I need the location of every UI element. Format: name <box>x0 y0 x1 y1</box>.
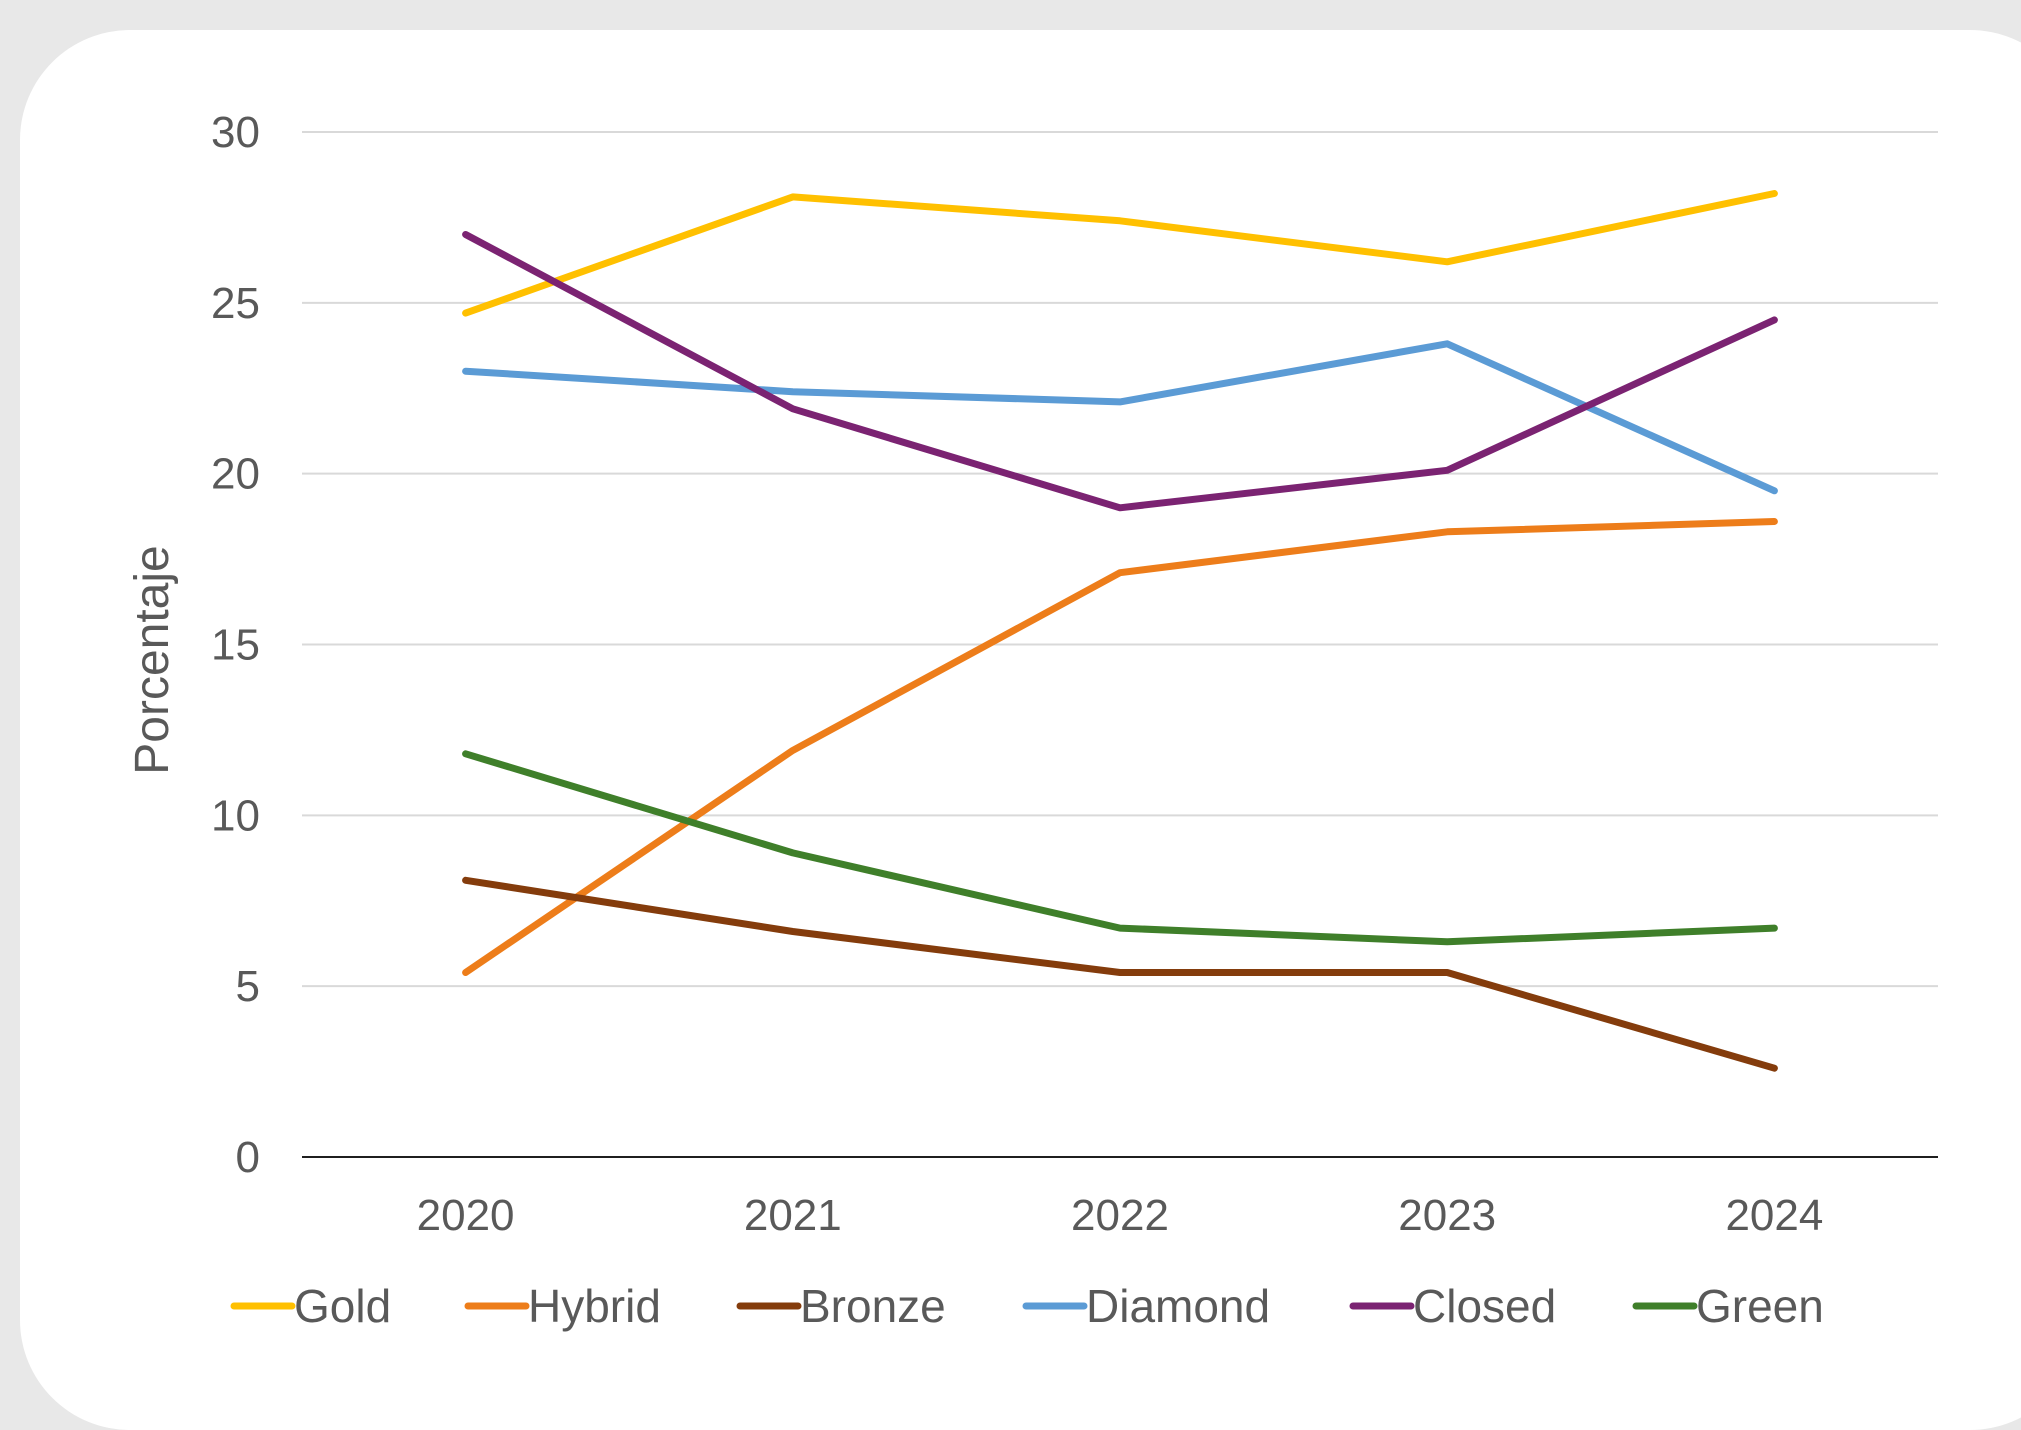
y-tick-labels: 0 5 10 15 20 25 30 <box>211 108 260 1182</box>
x-tick-label: 2024 <box>1725 1191 1823 1240</box>
y-tick-label: 5 <box>236 962 260 1011</box>
x-tick-label: 2023 <box>1398 1191 1496 1240</box>
x-tick-label: 2020 <box>417 1191 515 1240</box>
y-tick-label: 0 <box>236 1133 260 1182</box>
series-line-green <box>462 750 1778 946</box>
series-line-diamond <box>462 340 1778 495</box>
series-line-bronze <box>462 876 1778 1072</box>
y-tick-label: 30 <box>211 108 260 157</box>
y-tick-label: 25 <box>211 279 260 328</box>
x-tick-label: 2021 <box>744 1191 842 1240</box>
legend-label-bronze: Bronze <box>800 1280 946 1332</box>
chart-card <box>20 30 2021 1430</box>
line-chart: 0 5 10 15 20 25 30 2020 2021 2022 2023 2024 Porcen… <box>126 108 1938 1332</box>
y-axis-label: Porcentaje <box>126 545 179 774</box>
y-tick-label: 10 <box>211 791 260 840</box>
gridlines <box>302 131 1938 988</box>
series-lines <box>462 190 1778 1072</box>
legend-label-hybrid: Hybrid <box>528 1280 661 1332</box>
legend-label-closed: Closed <box>1413 1280 1556 1332</box>
series-line-hybrid <box>462 518 1778 976</box>
legend-label-diamond: Diamond <box>1086 1280 1270 1332</box>
legend-label-gold: Gold <box>294 1280 391 1332</box>
legend-label-green: Green <box>1696 1280 1824 1332</box>
legend: Gold Hybrid Bronze Diamond Closed Green <box>230 1280 1824 1332</box>
x-tick-labels: 2020 2021 2022 2023 2024 <box>417 1191 1824 1240</box>
series-line-closed <box>462 231 1778 512</box>
y-tick-label: 20 <box>211 450 260 499</box>
series-line-gold <box>462 190 1778 317</box>
x-tick-label: 2022 <box>1071 1191 1169 1240</box>
y-tick-label: 15 <box>211 621 260 670</box>
